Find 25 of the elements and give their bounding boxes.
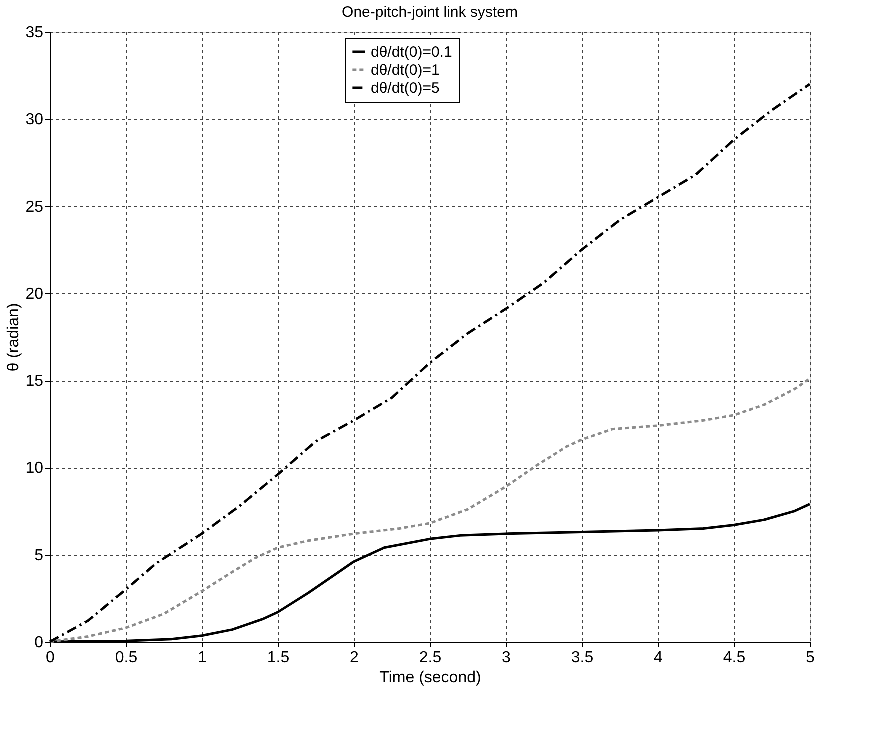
x-tick-label: 4 xyxy=(654,650,664,666)
legend-label: dθ/dt(0)=1 xyxy=(371,62,440,79)
y-tick-label: 30 xyxy=(26,112,44,129)
y-tick-label: 25 xyxy=(26,198,44,216)
chart-title: One-pitch-joint link system xyxy=(342,4,518,21)
x-tick-label: 1 xyxy=(198,650,208,666)
x-tick-label: 0.5 xyxy=(115,650,138,666)
y-axis-title: θ (radian) xyxy=(6,303,23,372)
x-tick-label: 2.5 xyxy=(419,650,442,666)
x-tick-label: 1.5 xyxy=(267,650,290,666)
y-tick-label: 35 xyxy=(26,24,44,42)
x-tick-label: 4.5 xyxy=(723,650,746,666)
y-tick-label: 10 xyxy=(26,460,44,478)
x-tick-label: 3.5 xyxy=(571,650,594,666)
x-tick-label: 2 xyxy=(350,650,360,666)
x-tick-label: 5 xyxy=(806,650,816,666)
legend-label: dθ/dt(0)=5 xyxy=(371,80,440,97)
x-tick-label: 3 xyxy=(502,650,512,666)
x-tick-label: 0 xyxy=(46,650,56,666)
x-axis-title: Time (second) xyxy=(380,670,482,686)
y-tick-label: 15 xyxy=(26,373,44,390)
legend-label: dθ/dt(0)=0.1 xyxy=(371,44,452,61)
y-tick-label: 20 xyxy=(26,286,44,303)
y-tick-label: 5 xyxy=(34,547,44,564)
y-tick-label: 0 xyxy=(34,634,44,652)
